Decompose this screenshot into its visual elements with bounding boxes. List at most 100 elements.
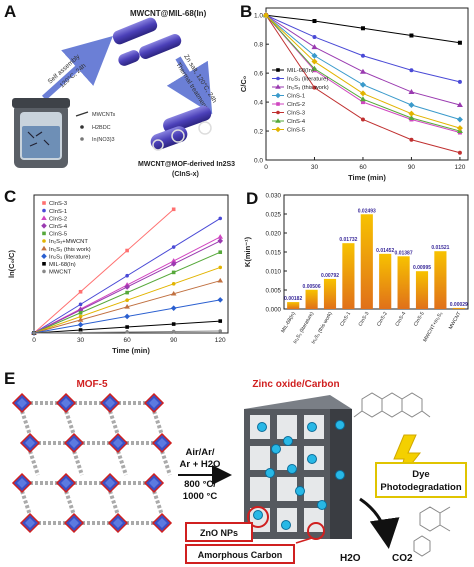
carbon-label-box bbox=[185, 544, 295, 564]
co2-label: CO2 bbox=[392, 553, 413, 564]
legend-entry: CInS-3 bbox=[287, 111, 305, 117]
category-label: MIL-68(In) bbox=[280, 311, 297, 334]
zn4o-cluster-core bbox=[149, 398, 159, 408]
bar bbox=[415, 271, 429, 309]
legend-marker bbox=[275, 126, 281, 133]
legend-entry: In₂S₃+MWCNT bbox=[49, 239, 88, 245]
data-point bbox=[312, 85, 317, 90]
legend-entry: CInS-5 bbox=[287, 128, 305, 134]
legend-entry: CInS-1 bbox=[49, 209, 67, 215]
zno-nanoparticle bbox=[295, 486, 305, 496]
y-axis-label: K(min⁻¹) bbox=[243, 236, 252, 267]
data-point bbox=[77, 321, 84, 328]
y-tick-label: 0.005 bbox=[266, 288, 282, 295]
zn4o-cluster-core bbox=[69, 518, 79, 528]
legend-entry: CInS-1 bbox=[287, 94, 305, 100]
data-point bbox=[311, 44, 318, 50]
linker bbox=[152, 410, 164, 436]
data-point bbox=[124, 304, 130, 309]
bar-value-label: 0.00182 bbox=[284, 296, 302, 302]
category-label: CInS-1 bbox=[339, 311, 352, 328]
panel-b-label: B bbox=[240, 2, 253, 21]
data-point bbox=[218, 319, 223, 323]
data-point bbox=[359, 90, 366, 97]
data-point bbox=[218, 216, 223, 221]
svg-text:Air/Ar/: Air/Ar/ bbox=[185, 447, 214, 458]
y-tick-label: 0.025 bbox=[266, 212, 282, 219]
data-point bbox=[456, 125, 463, 132]
data-point bbox=[124, 313, 130, 320]
data-point bbox=[311, 65, 318, 71]
y-tick-label: 0.2 bbox=[254, 129, 263, 136]
cube-pore bbox=[304, 477, 324, 501]
chart-d: 0.000 0.005 0.010 0.015 0.020 0.025 0.030 K(min… bbox=[243, 193, 469, 345]
svg-text:1000 °C: 1000 °C bbox=[183, 491, 218, 502]
data-point bbox=[217, 297, 224, 303]
bar bbox=[323, 278, 337, 309]
legend-entry: MIL-68(In) bbox=[49, 262, 76, 268]
zn4o-cluster-core bbox=[105, 478, 115, 488]
y-axis-label: ln(C₀/C) bbox=[7, 250, 16, 278]
bar-value-label: 0.00792 bbox=[321, 273, 339, 279]
arrow-self-assembly bbox=[41, 35, 113, 101]
carbon-highlight-circle bbox=[307, 522, 325, 540]
legend-entry: In₂S₃ (literature) bbox=[49, 254, 90, 260]
legend-entry: In₂S₃ (this work) bbox=[287, 85, 329, 91]
data-point bbox=[125, 248, 129, 253]
legend-marker bbox=[276, 110, 280, 115]
category-label: MWCNT+In₂S₃ bbox=[422, 311, 444, 343]
zn4o-cluster-core bbox=[149, 478, 159, 488]
data-point bbox=[171, 329, 176, 334]
zno-nanoparticle bbox=[317, 500, 327, 510]
category-label: CInS-4 bbox=[394, 311, 407, 328]
bar-value-label: 0.00506 bbox=[303, 284, 321, 290]
arrow-thermal bbox=[166, 56, 213, 115]
data-point bbox=[171, 245, 176, 249]
data-point bbox=[217, 277, 224, 283]
data-point bbox=[77, 317, 84, 322]
y-tick-label: 0.000 bbox=[266, 307, 282, 314]
bar-value-label: 0.01521 bbox=[431, 245, 449, 251]
zn4o-cluster-core bbox=[61, 398, 71, 408]
chart-b: 0 30 60 90 120 0.0 0.2 0.4 0.6 0.8 1.0 Time (min) C/… bbox=[239, 7, 469, 182]
legend-entry: CInS-4 bbox=[287, 119, 306, 125]
x-tick-label: 30 bbox=[311, 164, 319, 171]
panel-d-label: D bbox=[246, 189, 259, 208]
zno-nanoparticle bbox=[271, 444, 281, 454]
y-tick-label: 1.0 bbox=[254, 13, 263, 20]
legend-marker bbox=[42, 262, 46, 266]
legend-marker bbox=[275, 84, 281, 89]
legend-marker bbox=[276, 68, 280, 72]
legend-marker bbox=[275, 118, 281, 123]
linker bbox=[152, 490, 164, 516]
data-point bbox=[359, 81, 366, 88]
x-tick-label: 0 bbox=[32, 337, 36, 344]
rod-bundle-bottom bbox=[150, 105, 212, 151]
data-point bbox=[312, 19, 317, 24]
data-point bbox=[360, 117, 365, 122]
zn4o-cluster-core bbox=[113, 518, 123, 528]
zno-nanoparticle bbox=[257, 422, 267, 432]
legend-entry: CInS-4 bbox=[49, 224, 68, 230]
zn4o-cluster-core bbox=[17, 398, 27, 408]
x-tick-label: 0 bbox=[264, 164, 268, 171]
bar bbox=[397, 256, 410, 309]
linker bbox=[20, 410, 32, 436]
data-point bbox=[408, 101, 415, 108]
zno-nanoparticle bbox=[281, 520, 291, 530]
y-tick-label: 0.015 bbox=[266, 250, 282, 257]
product-molecule-icon bbox=[413, 506, 451, 557]
plot-frame bbox=[33, 194, 229, 334]
data-point bbox=[218, 250, 223, 254]
svg-text:800 °C/: 800 °C/ bbox=[184, 479, 216, 490]
x-tick-label: 60 bbox=[124, 337, 132, 344]
top-product-label: MWCNT@MIL-68(In) bbox=[130, 9, 207, 18]
linker bbox=[108, 490, 120, 516]
data-point bbox=[408, 110, 415, 117]
photodegradation-label: Photodegradation bbox=[380, 482, 461, 493]
cube-pore bbox=[277, 415, 297, 439]
data-point bbox=[457, 40, 462, 45]
y-tick-label: 0.0 bbox=[254, 158, 263, 165]
rod-bundle-top bbox=[112, 17, 182, 66]
